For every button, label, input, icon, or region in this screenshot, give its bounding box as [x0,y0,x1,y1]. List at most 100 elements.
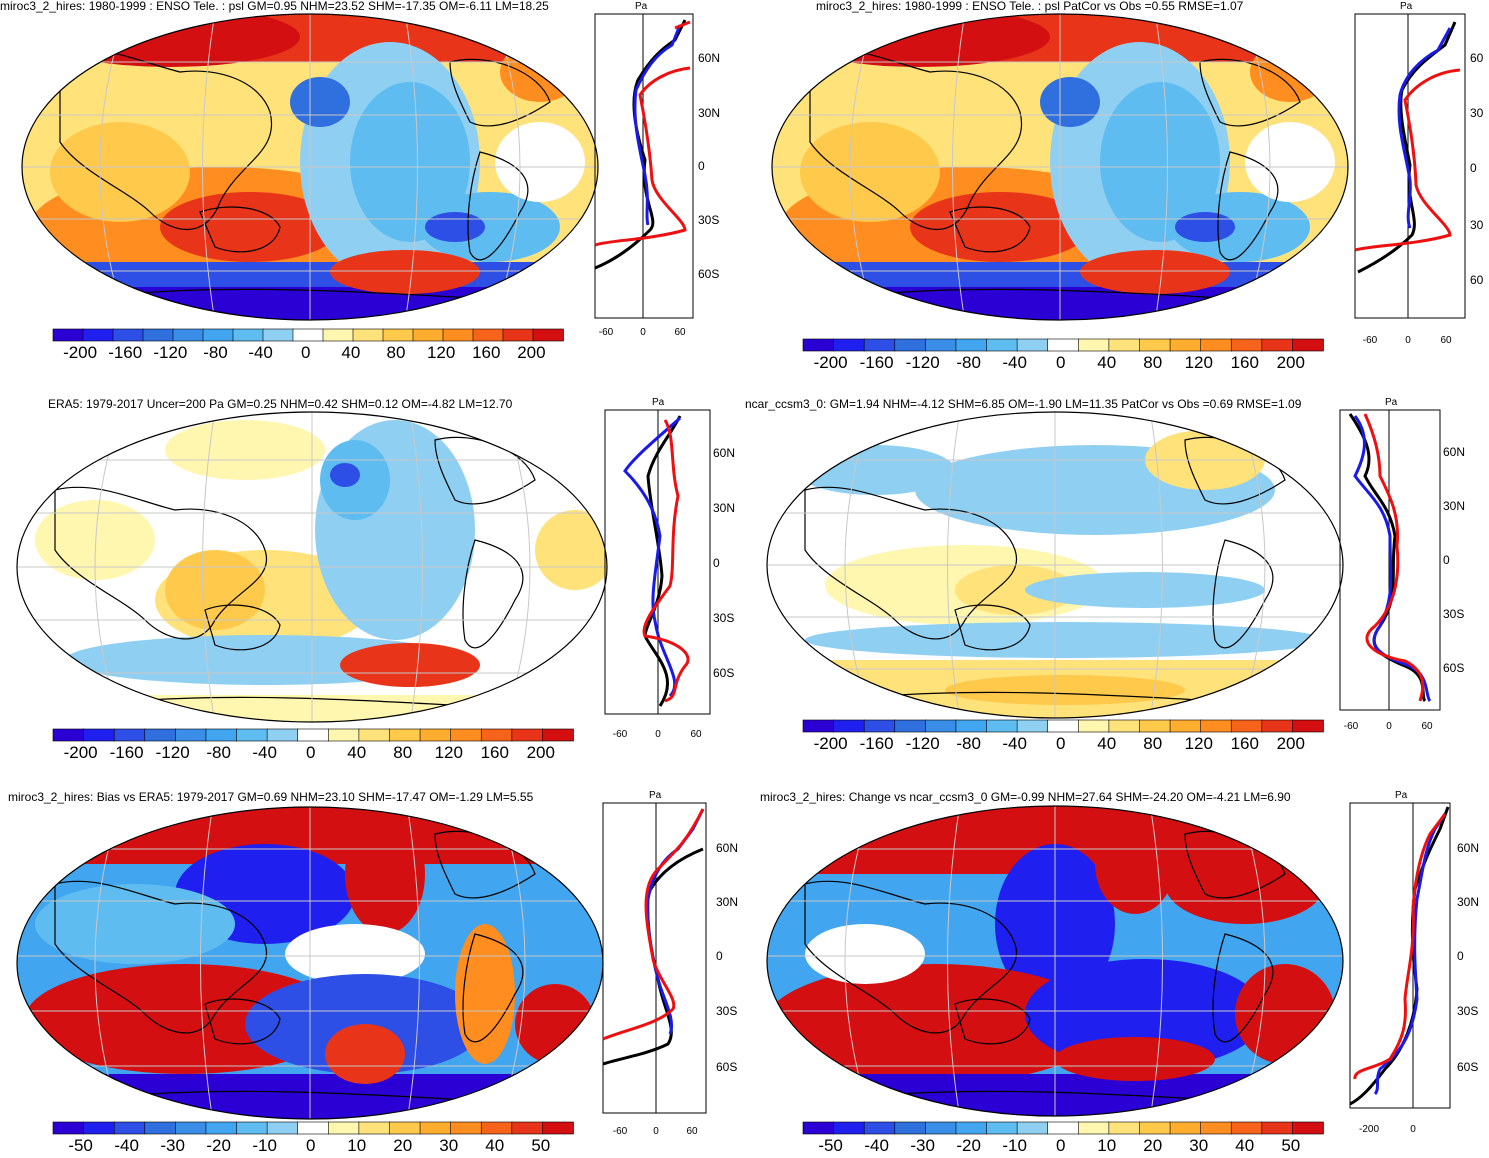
colorbar-swatch [1261,719,1294,733]
colorbar-swatch [1292,338,1324,352]
svg-text:0: 0 [716,949,723,963]
svg-text:0: 0 [698,159,705,173]
colorbar-tick-label: 40 [347,743,366,762]
colorbar-tick-label: -160 [110,743,144,762]
colorbar-swatch [144,1121,177,1135]
colorbar-swatch [833,338,865,352]
colorbar-swatch [83,728,115,742]
colorbar-swatch [925,719,957,733]
colorbar-swatch [266,728,299,742]
colorbar-tick-label: -40 [114,1136,139,1155]
colorbar-swatch [1077,1121,1110,1135]
svg-text:0: 0 [640,327,646,338]
svg-text:0: 0 [713,556,720,570]
colorbar-tick-label: 40 [341,343,360,362]
svg-text:Pa: Pa [1385,397,1398,408]
colorbar-swatch [236,1121,268,1135]
svg-text:60N: 60N [716,841,738,855]
colorbar-tick-label: -200 [64,743,98,762]
colorbar-tick-label: 200 [1277,734,1305,753]
zonal-mean-profile: Pa 60N 30N 0 30S 60S -60 0 60 [594,1,720,338]
colorbar-swatch [894,719,927,733]
panel-title: miroc3_2_hires: Bias vs ERA5: 1979-2017 … [8,790,534,804]
colorbar-swatch [52,328,84,342]
colorbar-tick-label: -80 [206,743,231,762]
colorbar-swatch [502,328,534,342]
svg-text:30S: 30S [716,1004,737,1018]
svg-text:0: 0 [1405,335,1411,346]
colorbar-tick-label: 200 [517,343,545,362]
colorbar-swatch [802,1121,835,1135]
colorbar-swatch [1292,719,1324,733]
svg-text:-200: -200 [1359,1124,1379,1134]
svg-text:60: 60 [1440,335,1452,346]
colorbar-swatch [144,728,177,742]
colorbar-swatch [358,728,391,742]
zonal-mean-profile: Pa 60 30 0 30 60 -60 0 60 [1354,1,1484,346]
colorbar-tick-label: -20 [956,1136,981,1155]
colorbar-swatch [925,1121,957,1135]
map-robinson [771,13,1349,321]
colorbar-swatch [236,728,268,742]
colorbar-tick-label: 80 [387,343,406,362]
colorbar-tick-label: -30 [910,1136,935,1155]
colorbar-tick-label: -120 [153,343,187,362]
colorbar-tick-label: 80 [1143,353,1162,372]
svg-text:60: 60 [1470,273,1484,287]
colorbar-swatch [802,338,835,352]
svg-text:60N: 60N [1443,445,1465,459]
colorbar-swatch [480,728,513,742]
colorbar-tick-label: -160 [108,343,142,362]
colorbar-swatch [1047,719,1080,733]
colorbar-swatch [1047,1121,1080,1135]
colorbar-tick-label: -120 [906,734,940,753]
colorbar-swatch [389,728,421,742]
colorbar-swatch [175,728,207,742]
svg-text:60: 60 [690,729,702,740]
colorbar-tick-label: 10 [1097,1136,1116,1155]
colorbar-swatch [986,719,1018,733]
colorbar-tick-label: -120 [156,743,190,762]
colorbar-swatch [1169,719,1202,733]
colorbar-tick-label: 0 [301,343,310,362]
colorbar-swatch [1139,338,1171,352]
svg-text:60: 60 [1470,51,1484,65]
map-robinson [766,411,1344,719]
zonal-mean-profile: Pa 60N 30N 0 30S 60S -60 0 60 [1339,397,1465,732]
colorbar-swatch [1169,338,1202,352]
colorbar: -200 -160 -120 -80 -40 0 40 80 120 160 200 [52,328,564,362]
colorbar-swatch [511,1121,544,1135]
svg-text:30S: 30S [698,213,719,227]
colorbar-tick-label: -200 [63,343,97,362]
colorbar-tick-label: 160 [481,743,509,762]
colorbar-tick-label: 40 [1097,353,1116,372]
colorbar-swatch [1077,719,1110,733]
svg-text:-60: -60 [599,327,614,338]
colorbar-tick-label: -40 [864,1136,889,1155]
colorbar-swatch [1047,338,1080,352]
colorbar-swatch [1139,719,1171,733]
colorbar-swatch [83,1121,115,1135]
colorbar-tick-label: 120 [435,743,463,762]
colorbar-tick-label: 160 [472,343,500,362]
colorbar: -200 -160 -120 -80 -40 0 40 80 120 160 200 [52,728,574,762]
colorbar-tick-label: -80 [956,734,981,753]
svg-text:60S: 60S [716,1060,737,1074]
svg-text:30N: 30N [716,895,738,909]
svg-text:-60: -60 [1363,335,1378,346]
colorbar-swatch [389,1121,421,1135]
svg-text:-60: -60 [1344,721,1359,732]
colorbar-tick-label: 0 [306,1136,315,1155]
colorbar-swatch [450,1121,483,1135]
svg-text:60S: 60S [1443,661,1464,675]
colorbar-swatch [202,328,234,342]
svg-text:60: 60 [674,327,686,338]
colorbar: -50 -40 -30 -20 -10 0 10 20 30 40 50 [52,1121,574,1155]
colorbar-tick-label: -40 [1002,353,1027,372]
colorbar-swatch [1016,338,1049,352]
colorbar-swatch [262,328,294,342]
colorbar-tick-label: 50 [531,1136,550,1155]
colorbar-swatch [986,338,1018,352]
svg-text:0: 0 [1470,161,1477,175]
map-robinson [21,13,599,321]
